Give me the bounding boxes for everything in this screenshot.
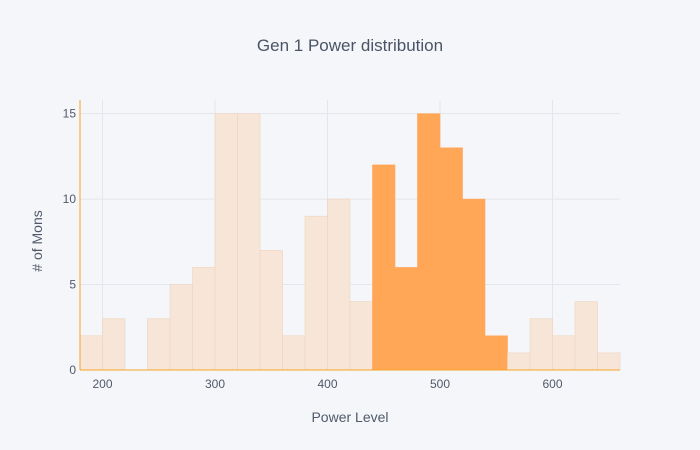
histogram-bar — [147, 318, 171, 371]
histogram-bar — [102, 318, 126, 371]
histogram-bars — [79, 113, 621, 371]
histogram-bar — [574, 301, 598, 371]
y-tick-label: 0 — [69, 363, 76, 377]
histogram-bar — [169, 284, 193, 371]
histogram-bar — [259, 250, 283, 371]
histogram-bar-highlighted — [439, 147, 463, 371]
histogram-bar-highlighted — [372, 164, 396, 371]
histogram-bar — [507, 352, 531, 371]
histogram-bar — [282, 335, 306, 371]
histogram-bar-highlighted — [394, 267, 418, 371]
y-tick-label: 10 — [63, 192, 77, 206]
tick-labels: 0 5 10 15 200 300 400 500 600 — [63, 107, 563, 391]
histogram-bar — [327, 198, 351, 371]
y-tick-label: 15 — [63, 107, 77, 121]
y-axis-title: # of Mons — [29, 210, 45, 271]
y-tick-label: 5 — [69, 278, 76, 292]
x-tick-label: 400 — [317, 377, 337, 391]
x-tick-label: 200 — [92, 377, 112, 391]
histogram-bar — [597, 352, 621, 371]
histogram-bar — [214, 113, 238, 371]
x-tick-label: 300 — [205, 377, 225, 391]
histogram-bar — [552, 335, 576, 371]
histogram-bar — [349, 301, 373, 371]
x-tick-label: 500 — [430, 377, 450, 391]
x-axis-title: Power Level — [311, 409, 388, 425]
axes — [79, 100, 620, 371]
histogram-bar — [304, 215, 328, 371]
histogram-bar-highlighted — [484, 335, 508, 371]
histogram-bar — [237, 113, 261, 371]
chart-title: Gen 1 Power distribution — [257, 36, 443, 55]
histogram-bar-highlighted — [462, 198, 486, 371]
histogram-bar-highlighted — [417, 113, 441, 371]
histogram-bar — [192, 267, 216, 371]
histogram-bar — [79, 335, 103, 371]
x-tick-label: 600 — [542, 377, 562, 391]
histogram-bar — [529, 318, 553, 371]
